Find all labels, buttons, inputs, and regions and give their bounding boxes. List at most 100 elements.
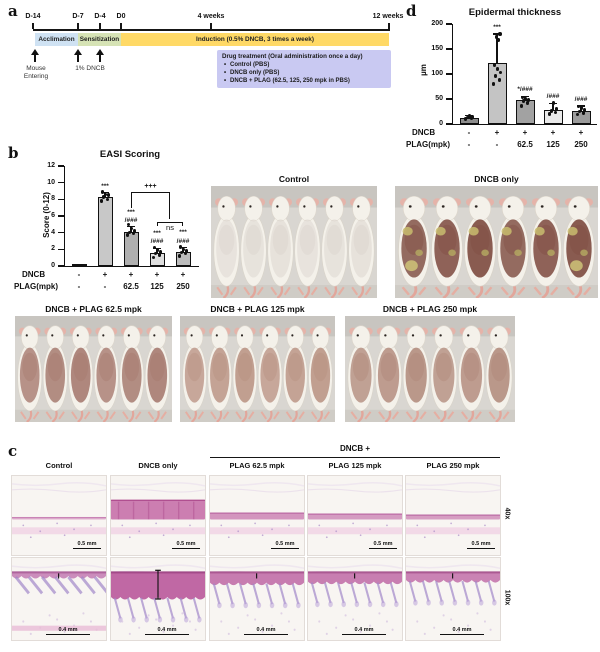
error-cap (521, 95, 529, 98)
x-axis-value: - (467, 140, 471, 149)
drug-treatment-item: Control (PBS) (222, 61, 386, 69)
histo-col-label: Control (45, 461, 73, 470)
magnification-label-40x: 40x (503, 507, 511, 520)
data-point (520, 95, 525, 100)
data-point (470, 115, 475, 119)
scale-bar-label: 0.5 mm (77, 540, 97, 547)
mouse-photo-control (211, 186, 377, 298)
drug-treatment-item: DNCB + PLAG (62.5, 125, 250 mpk in PBS) (222, 77, 386, 85)
y-tick (58, 165, 64, 167)
arrow-up-icon (30, 49, 40, 63)
y-tick (58, 248, 64, 251)
data-point (498, 32, 502, 36)
error-bar (496, 34, 498, 63)
y-tick-label: 150 (431, 45, 443, 52)
data-point (493, 74, 498, 78)
data-point (525, 101, 530, 105)
y-tick (58, 198, 64, 201)
data-point (106, 193, 111, 197)
data-point (132, 229, 137, 233)
scale-bar-label: 0.5 mm (275, 540, 295, 547)
y-tick-label: 100 (431, 70, 443, 77)
histology-image: 0.5 mm (11, 475, 107, 556)
timeline-tick (210, 23, 212, 29)
easi-scoring-chart: 0 2 4 6 8 10 12 *** *** /### *** /### *** /### - + + +… (47, 162, 199, 291)
x-axis-value: 62.5 (123, 282, 139, 291)
y-tick (446, 123, 452, 125)
data-point (498, 70, 503, 75)
bar (97, 196, 113, 266)
y-tick-label: 6 (51, 212, 55, 219)
histo-col-label: DNCB only (138, 461, 178, 470)
timeline-tick (32, 23, 34, 29)
significance-annotation: *** /### (124, 208, 138, 224)
data-point (549, 109, 554, 113)
data-point (157, 253, 162, 257)
data-point (553, 110, 558, 115)
scale-bar (271, 547, 299, 549)
data-point (554, 107, 559, 111)
histology-image: 0.4 mm (110, 557, 206, 641)
y-tick-label: 0 (439, 120, 443, 127)
mouse-photo-illustration (15, 316, 172, 422)
x-axis-value: - (467, 128, 471, 137)
drug-treatment-item: DNCB only (PBS) (222, 69, 386, 77)
x-axis-value: 125 (150, 282, 164, 291)
data-point (158, 250, 163, 254)
data-point (491, 82, 496, 86)
histo-col-label: PLAG 250 mpk (426, 461, 480, 470)
data-point (519, 104, 524, 108)
scale-bar (145, 633, 189, 635)
significance-annotation: *** (101, 182, 109, 190)
mouse-photo-illustration (180, 316, 335, 422)
group-header-underline (210, 457, 500, 459)
mouse-photo-illustration (211, 186, 377, 298)
error-bar (552, 103, 554, 110)
phase-sensitization: Sensitization (78, 33, 121, 46)
histology-image: 0.4 mm (405, 557, 501, 641)
photo-label-dncb-only: DNCB only (474, 174, 519, 184)
data-point (99, 199, 104, 203)
significance-annotation: /### (574, 95, 588, 103)
data-point (181, 247, 186, 252)
error-cap (493, 33, 501, 35)
plag-row-header: PLAG(mpk) (406, 140, 450, 149)
data-point (101, 195, 106, 199)
timeline-tick-label: D-7 (72, 13, 84, 20)
magnification-label-100x: 100x (503, 589, 511, 606)
y-tick-label: 4 (51, 228, 55, 236)
scale-bar (369, 547, 397, 549)
data-point (131, 231, 136, 236)
histology-illustration (308, 476, 402, 555)
comparison-bracket (181, 221, 183, 226)
x-axis-value: + (550, 128, 556, 137)
panel-c-letter: c (8, 442, 18, 460)
data-point (152, 245, 157, 250)
histo-col-label: PLAG 62.5 mpk (229, 461, 285, 470)
histo-col-label: PLAG 125 mpk (328, 461, 382, 470)
scale-bar (73, 547, 101, 549)
panel-a-letter: a (8, 2, 18, 20)
epidermal-thickness-chart: 0 50 100 150 200 *** */### /### /### - + + + + - - 62.5 1… (431, 20, 597, 149)
data-point (129, 226, 134, 231)
y-tick (446, 73, 452, 75)
histology-image: 0.4 mm (209, 557, 305, 641)
comparison-bracket (131, 191, 170, 194)
timeline-tick-label: 4 weeks (197, 13, 225, 20)
data-point (526, 98, 531, 102)
dncb-group-header: DNCB + (339, 444, 370, 453)
bar (487, 63, 507, 124)
y-tick (58, 231, 64, 234)
easi-chart-title: EASI Scoring (99, 149, 161, 160)
y-tick-label: 200 (431, 20, 443, 27)
data-point (77, 263, 82, 268)
photo-label-plag-250: DNCB + PLAG 250 mpk (382, 304, 478, 314)
mouse-photo-plag-125 (180, 316, 335, 422)
data-point (183, 251, 188, 256)
data-point (547, 112, 552, 116)
timeline-axis (33, 29, 390, 31)
y-tick-label: 10 (47, 178, 55, 186)
data-point (74, 263, 79, 268)
x-axis-value: 125 (546, 140, 560, 149)
x-axis-value: - (77, 282, 81, 291)
